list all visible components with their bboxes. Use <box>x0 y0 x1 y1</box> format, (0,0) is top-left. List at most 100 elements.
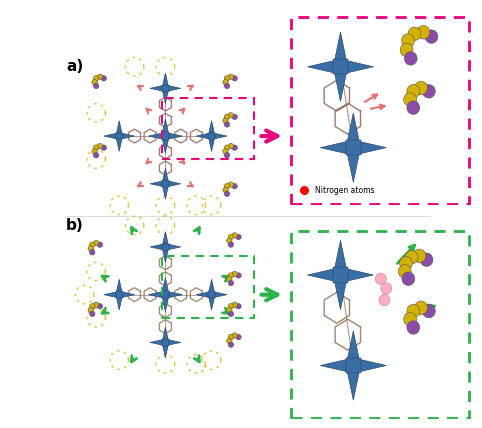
Polygon shape <box>148 291 165 298</box>
Circle shape <box>90 242 95 247</box>
Circle shape <box>228 311 234 317</box>
Circle shape <box>228 280 234 286</box>
Circle shape <box>228 182 234 187</box>
Circle shape <box>236 303 241 309</box>
Bar <box>208 133 215 140</box>
Text: b): b) <box>66 218 84 233</box>
Polygon shape <box>353 358 386 373</box>
Circle shape <box>236 234 241 240</box>
Polygon shape <box>162 73 169 88</box>
Circle shape <box>228 273 234 278</box>
Circle shape <box>90 250 95 255</box>
Polygon shape <box>321 358 353 373</box>
Circle shape <box>404 93 416 106</box>
Circle shape <box>232 271 238 276</box>
Polygon shape <box>165 181 181 187</box>
Circle shape <box>228 242 234 247</box>
Circle shape <box>408 27 421 41</box>
Polygon shape <box>162 168 169 184</box>
Polygon shape <box>208 279 215 295</box>
Circle shape <box>404 312 416 326</box>
Circle shape <box>422 304 435 318</box>
Circle shape <box>94 241 99 246</box>
Polygon shape <box>346 113 361 148</box>
Polygon shape <box>165 85 181 92</box>
Circle shape <box>94 302 99 307</box>
Polygon shape <box>148 132 165 140</box>
Polygon shape <box>196 133 212 140</box>
Bar <box>116 133 122 140</box>
Polygon shape <box>116 136 122 152</box>
Polygon shape <box>116 295 122 310</box>
Circle shape <box>232 76 237 81</box>
Polygon shape <box>165 291 182 298</box>
Bar <box>208 291 215 298</box>
Polygon shape <box>161 119 169 136</box>
Circle shape <box>407 85 420 98</box>
Polygon shape <box>150 339 165 346</box>
Circle shape <box>94 76 99 81</box>
Polygon shape <box>150 85 165 92</box>
Circle shape <box>379 294 390 306</box>
Circle shape <box>94 145 99 150</box>
Polygon shape <box>333 241 348 275</box>
Bar <box>162 85 169 92</box>
Circle shape <box>402 272 415 285</box>
Polygon shape <box>333 67 348 101</box>
Circle shape <box>227 276 232 282</box>
Polygon shape <box>161 278 169 295</box>
Circle shape <box>94 152 99 158</box>
Polygon shape <box>208 295 215 310</box>
Circle shape <box>101 76 107 81</box>
Polygon shape <box>165 244 181 250</box>
Polygon shape <box>161 295 169 312</box>
Polygon shape <box>162 88 169 104</box>
Circle shape <box>232 145 237 150</box>
Circle shape <box>415 81 428 95</box>
Polygon shape <box>208 121 215 136</box>
Polygon shape <box>104 133 119 140</box>
Bar <box>162 339 169 346</box>
Circle shape <box>88 246 94 251</box>
Polygon shape <box>162 327 169 342</box>
Polygon shape <box>119 133 134 140</box>
Polygon shape <box>308 59 340 74</box>
Text: Nitrogen atoms: Nitrogen atoms <box>315 185 375 195</box>
Bar <box>161 291 169 298</box>
Circle shape <box>404 52 417 65</box>
Polygon shape <box>340 268 374 282</box>
Polygon shape <box>162 247 169 262</box>
Circle shape <box>223 149 228 154</box>
Circle shape <box>417 26 430 39</box>
Circle shape <box>227 307 232 313</box>
Bar <box>162 181 169 187</box>
Circle shape <box>400 43 413 56</box>
Polygon shape <box>162 232 169 247</box>
Polygon shape <box>346 148 361 182</box>
Polygon shape <box>150 181 165 187</box>
Polygon shape <box>119 291 134 298</box>
Circle shape <box>381 282 392 294</box>
Polygon shape <box>165 132 182 140</box>
Circle shape <box>224 191 230 196</box>
Polygon shape <box>196 291 212 298</box>
Polygon shape <box>162 184 169 199</box>
Bar <box>346 140 361 155</box>
Circle shape <box>92 149 97 154</box>
Circle shape <box>90 311 95 317</box>
Bar <box>161 132 169 140</box>
Polygon shape <box>161 136 169 153</box>
Polygon shape <box>340 59 374 74</box>
Circle shape <box>227 338 232 344</box>
Bar <box>116 291 122 298</box>
Circle shape <box>92 80 97 85</box>
Circle shape <box>375 273 386 285</box>
Circle shape <box>97 74 103 80</box>
Circle shape <box>97 242 103 247</box>
Circle shape <box>101 145 107 150</box>
Circle shape <box>400 256 413 270</box>
Circle shape <box>228 334 234 340</box>
Circle shape <box>224 152 230 158</box>
Polygon shape <box>116 121 122 136</box>
Text: a): a) <box>66 59 83 74</box>
